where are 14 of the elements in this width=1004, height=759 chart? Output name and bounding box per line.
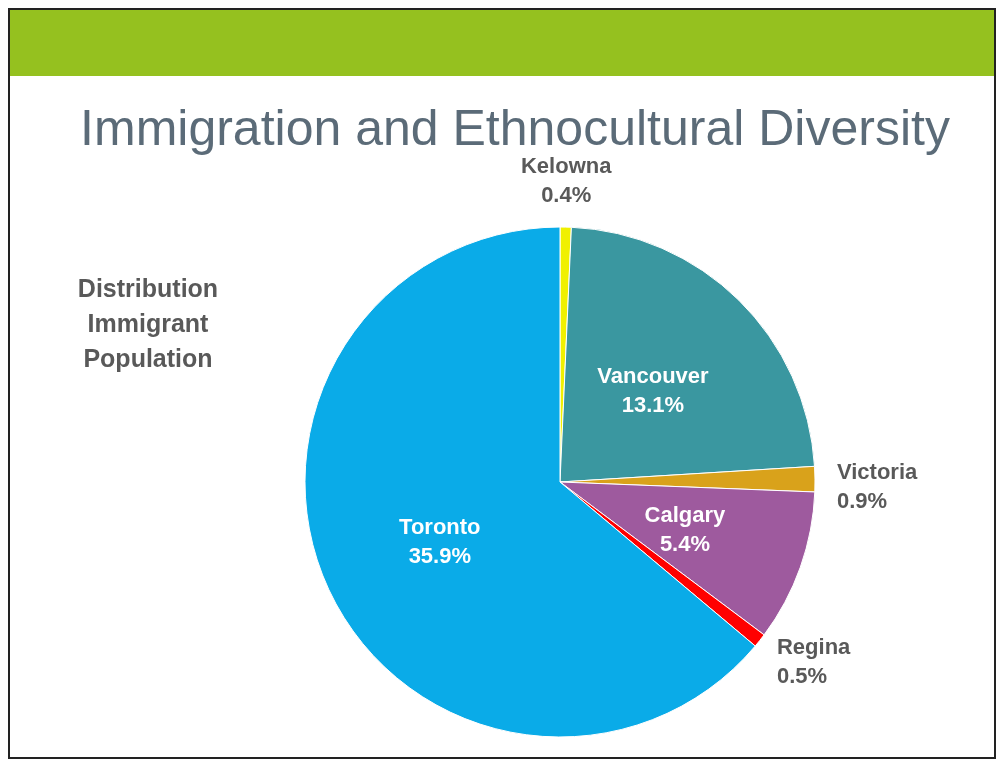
data-label: 0.9% <box>836 487 888 513</box>
slice-label: Vancouver <box>597 363 710 389</box>
slice-label: Victoria <box>836 458 919 484</box>
data-label: 0.5% <box>776 663 828 689</box>
slice-label: Regina <box>776 634 852 660</box>
data-label: 35.9% <box>408 543 471 568</box>
slice-label: Toronto <box>399 514 481 539</box>
data-label: 0.4% <box>541 182 592 208</box>
text: Distribution Immigrant Population <box>77 274 219 372</box>
slice-label: Kelowna <box>520 153 613 179</box>
slice-label: Calgary <box>644 502 727 528</box>
data-label: 13.1% <box>621 392 685 418</box>
data-label: 5.4% <box>659 531 711 557</box>
chart-title: Immigration and Ethnocultural Diversity <box>80 100 950 156</box>
